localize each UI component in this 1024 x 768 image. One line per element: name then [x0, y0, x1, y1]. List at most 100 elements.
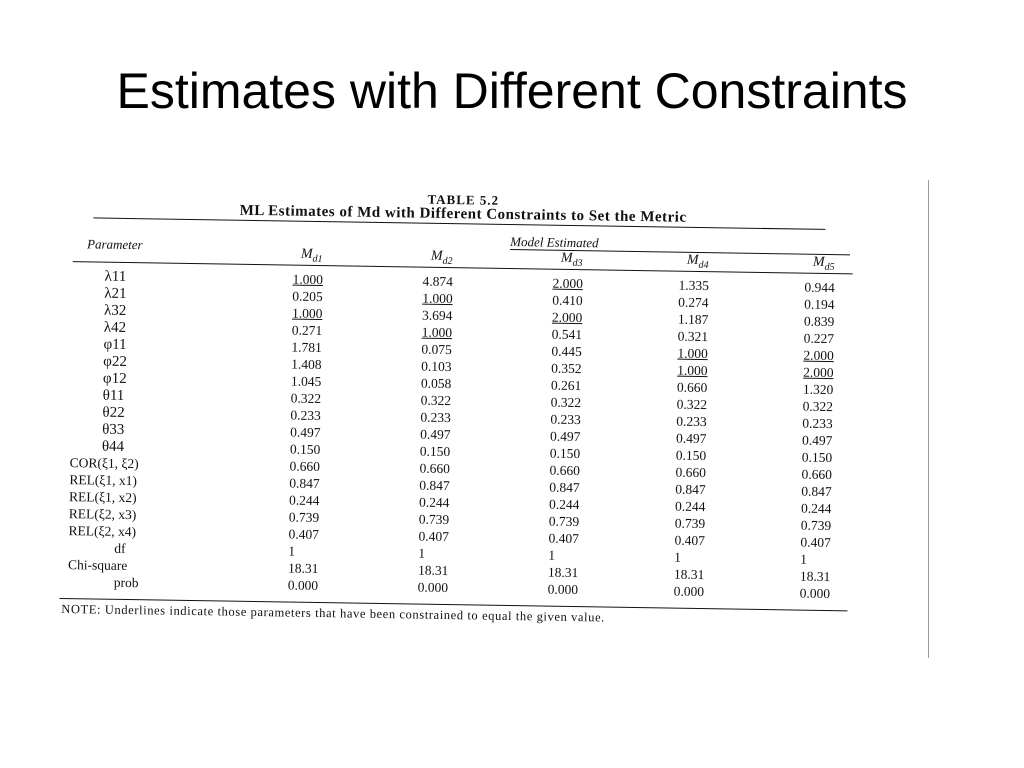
value-cell: 0.541 [551, 326, 583, 343]
constrained-value-cell: 1.000 [421, 324, 453, 341]
value-cell: 0.000 [287, 577, 319, 594]
parameter-cell: λ21 [104, 285, 127, 302]
parameter-cell: θ22 [102, 404, 125, 421]
value-cell: 0.103 [421, 358, 452, 375]
parameter-header: Parameter [86, 236, 143, 253]
parameter-cell: REL(ξ1, x2) [69, 489, 137, 506]
value-cell: 0.944 [804, 279, 835, 296]
value-cell: 1 [288, 543, 296, 559]
value-cell: 0.410 [552, 292, 583, 309]
value-cell: 1 [674, 549, 682, 565]
value-cell: 18.31 [799, 568, 831, 585]
model-header-d2: Md2 [430, 248, 453, 267]
value-cell: 0.322 [802, 398, 834, 415]
value-cell: 1.408 [291, 356, 322, 373]
value-cell: 0.000 [417, 579, 449, 596]
value-cell: 0.233 [802, 415, 833, 432]
value-cell: 0.497 [290, 424, 321, 441]
value-cell: 4.874 [422, 273, 454, 290]
slide-title: Estimates with Different Constraints [116, 63, 908, 119]
value-cell: 0.847 [549, 479, 580, 496]
constrained-value-cell: 1.000 [677, 362, 708, 379]
value-cell: 0.322 [550, 394, 582, 411]
value-cell: 0.407 [288, 526, 320, 543]
value-cell: 0.233 [420, 409, 451, 426]
slide-divider-line [928, 180, 929, 658]
model-header-d4: Md4 [686, 252, 709, 271]
value-cell: 1.781 [291, 339, 322, 356]
constrained-value-cell: 2.000 [551, 309, 583, 326]
value-cell: 0.739 [418, 511, 450, 528]
value-cell: 0.000 [547, 581, 579, 598]
parameter-cell: θ33 [102, 421, 125, 438]
value-cell: 0.660 [801, 466, 833, 483]
value-cell: 0.739 [674, 515, 706, 532]
value-cell: 0.244 [288, 492, 320, 509]
value-cell: 0.847 [675, 481, 706, 498]
value-cell: 0.233 [676, 413, 707, 430]
value-cell: 0.660 [289, 458, 321, 475]
parameter-cell: REL(ξ2, x4) [68, 523, 137, 540]
value-cell: 0.233 [290, 407, 321, 424]
parameter-cell: REL(ξ1, x1) [69, 472, 138, 489]
parameter-cell: φ11 [103, 336, 127, 353]
parameter-cell: λ11 [104, 268, 127, 285]
value-cell: 0.660 [549, 462, 581, 479]
parameter-cell: θ11 [102, 387, 125, 404]
value-cell: 1.045 [290, 373, 322, 390]
value-cell: 0.497 [801, 432, 833, 449]
parameter-cell: df [114, 540, 126, 556]
value-cell: 0.150 [801, 449, 833, 466]
value-cell: 0.274 [678, 294, 709, 311]
value-cell: 0.205 [292, 288, 323, 305]
value-cell: 0.244 [418, 494, 450, 511]
constrained-value-cell: 2.000 [803, 347, 834, 364]
value-cell: 0.407 [674, 532, 706, 549]
value-cell: 0.271 [291, 322, 323, 339]
parameter-cell: φ22 [103, 353, 128, 370]
value-cell: 0.261 [550, 377, 582, 394]
value-cell: 0.445 [551, 343, 582, 360]
model-estimated-header: Model Estimated [510, 233, 599, 251]
value-cell: 0.497 [550, 428, 581, 445]
table-note: NOTE: Underlines indicate those paramete… [61, 601, 606, 625]
value-cell: 0.227 [803, 330, 835, 347]
constrained-value-cell: 1.000 [422, 290, 453, 307]
parameter-cell: λ32 [103, 302, 127, 319]
scanned-table: TABLE 5.2 ML Estimates of Md with Differ… [59, 186, 861, 648]
parameter-cell: θ44 [101, 438, 125, 455]
value-cell: 0.150 [419, 443, 451, 460]
value-cell: 0.150 [289, 441, 321, 458]
value-cell: 0.352 [551, 360, 582, 377]
value-cell: 0.660 [419, 460, 451, 477]
value-cell: 0.321 [677, 328, 709, 345]
parameter-cell: λ42 [103, 319, 127, 336]
value-cell: 0.847 [419, 477, 450, 494]
value-cell: 0.322 [676, 396, 708, 413]
value-cell: 0.739 [800, 517, 832, 534]
value-cell: 0.407 [548, 530, 580, 547]
value-cell: 0.233 [550, 411, 581, 428]
value-cell: 18.31 [417, 562, 449, 579]
value-cell: 0.150 [675, 447, 707, 464]
value-cell: 1 [548, 547, 556, 563]
value-cell: 0.847 [801, 483, 832, 500]
value-cell: 0.322 [420, 392, 452, 409]
value-cell: 0.739 [548, 513, 580, 530]
value-cell: 0.194 [804, 296, 835, 313]
value-cell: 1.187 [677, 311, 709, 328]
value-cell: 0.660 [676, 379, 708, 396]
value-cell: 0.075 [421, 341, 452, 358]
constrained-value-cell: 1.000 [291, 305, 323, 322]
model-header-d5: Md5 [812, 254, 835, 273]
value-cell: 0.839 [803, 313, 835, 330]
parameter-cell: Chi-square [67, 557, 128, 574]
model-header-d1: Md1 [300, 246, 323, 265]
constrained-value-cell: 2.000 [803, 364, 834, 381]
constrained-value-cell: 1.000 [292, 271, 324, 288]
value-cell: 0.497 [675, 430, 707, 447]
parameter-cell: φ12 [102, 370, 127, 387]
value-cell: 0.150 [549, 445, 581, 462]
value-cell: 0.322 [290, 390, 322, 407]
model-header-d3: Md3 [560, 250, 583, 269]
